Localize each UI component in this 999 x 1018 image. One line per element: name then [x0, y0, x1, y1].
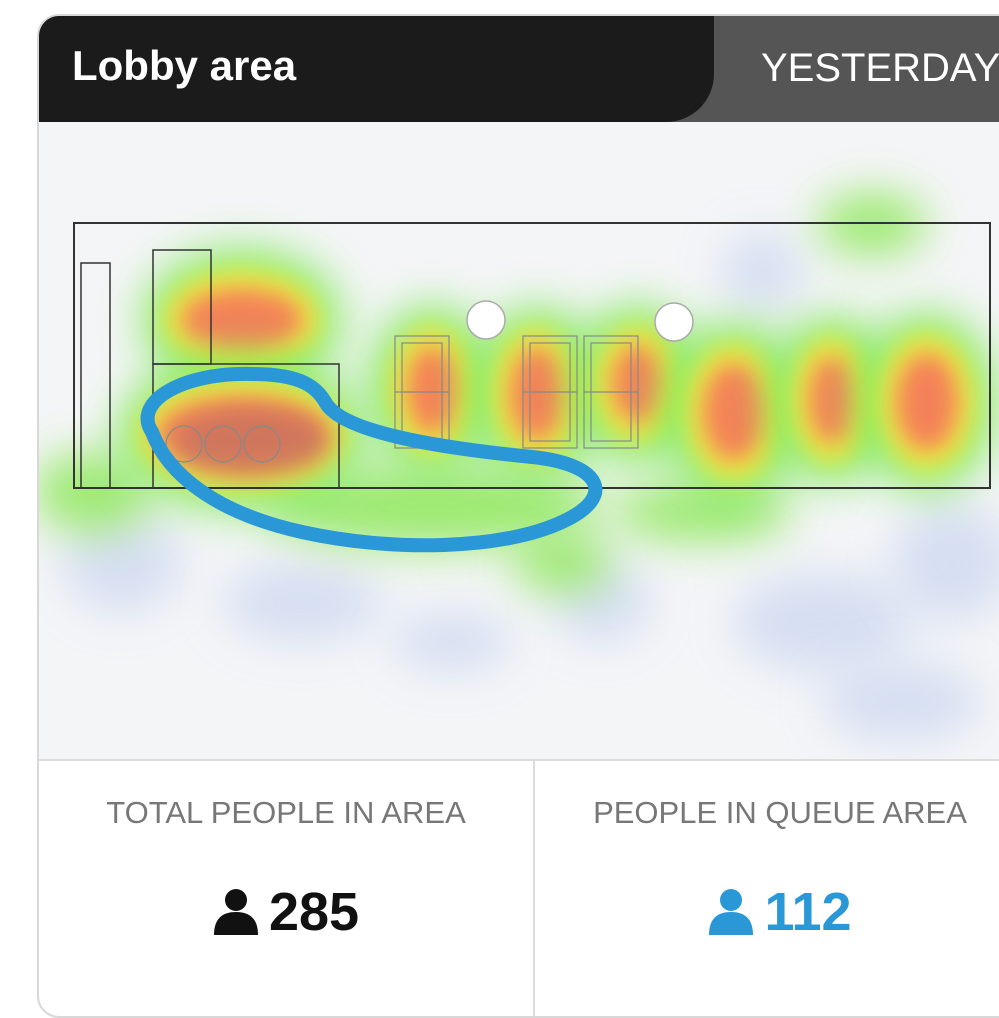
person-icon: [213, 889, 258, 935]
heat-blob: [732, 572, 912, 672]
page: Lobby area YESTERDAY TOTAL PEOPLE: [37, 14, 999, 1018]
stat-value-row: 285: [39, 881, 533, 943]
person-icon: [709, 889, 754, 935]
stat-label: PEOPLE IN QUEUE AREA: [593, 795, 967, 830]
heat-blob: [222, 562, 382, 642]
heat-blob: [822, 662, 982, 742]
heat-blob: [895, 352, 959, 452]
heat-blob: [62, 512, 182, 612]
heatmap: [39, 122, 999, 759]
heat-blob: [509, 346, 565, 442]
stat-queue: PEOPLE IN QUEUE AREA 112: [535, 761, 999, 1016]
queue-zone: [140, 366, 603, 553]
heat-blob: [892, 502, 999, 622]
stat-value: 112: [764, 882, 852, 942]
stat-label: TOTAL PEOPLE IN AREA: [106, 795, 466, 830]
area-title: Lobby area: [72, 42, 297, 89]
heat-blob: [172, 407, 332, 477]
stat-value-row: 112: [535, 881, 999, 943]
heat-blob: [180, 288, 304, 352]
heat-blobs: [39, 192, 999, 742]
heat-blob: [722, 232, 802, 312]
heat-blob: [808, 355, 856, 445]
heat-blob: [262, 465, 602, 549]
floor-plan: [73, 222, 991, 489]
period-label[interactable]: YESTERDAY: [761, 46, 999, 90]
heat-blob: [512, 532, 612, 592]
title-tab: [39, 16, 714, 122]
stats: TOTAL PEOPLE IN AREA 285 PEOPLE IN QUEUE…: [39, 759, 999, 1016]
heat-blob: [406, 345, 458, 435]
area-card: Lobby area YESTERDAY TOTAL PEOPLE: [37, 14, 999, 1018]
stat-value: 285: [268, 882, 360, 942]
heat-blob: [611, 344, 663, 424]
heat-blob: [39, 452, 152, 532]
heat-blob: [392, 612, 512, 672]
stat-total: TOTAL PEOPLE IN AREA 285: [39, 761, 535, 1016]
heat-blob: [702, 362, 766, 462]
